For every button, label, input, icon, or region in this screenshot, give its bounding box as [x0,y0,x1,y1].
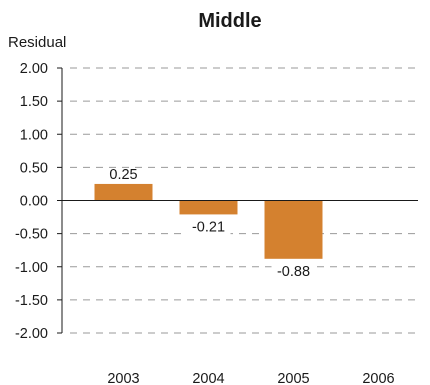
y-tick-label: 2.00 [20,61,48,77]
gridlines [57,67,418,334]
bars [94,183,323,259]
x-tick-label-2005: 2005 [277,371,309,385]
x-tick-label-2004: 2004 [192,371,224,385]
y-tick-label: 0.50 [20,160,48,176]
x-tick-label-2003: 2003 [107,371,139,385]
bar-2005 [264,200,323,259]
data-label-2005: -0.88 [277,264,310,280]
y-tick-label: -2.00 [15,326,48,342]
y-tick-label: 0.00 [20,194,48,210]
bar-2004 [179,200,238,215]
data-label-2004: -0.21 [192,219,225,235]
axes [61,68,418,333]
y-tick-label: -0.50 [15,227,48,243]
y-tick-label: 1.00 [20,127,48,143]
y-tick-label: 1.50 [20,94,48,110]
y-axis-label: Residual [8,34,66,51]
y-tick-label: -1.00 [15,260,48,276]
x-tick-label-2006: 2006 [362,371,394,385]
chart-title: Middle [198,10,261,32]
data-labels: 0.25 -0.21 -0.88 [109,167,316,280]
y-tick-label: -1.50 [15,293,48,309]
x-tick-labels: 2003 2004 2005 2006 [107,371,394,385]
data-label-background [271,261,316,280]
bar-2003 [94,183,153,201]
data-label-background [186,217,231,236]
data-label-2003: 0.25 [109,167,137,183]
y-tick-labels: 2.00 1.50 1.00 0.50 0.00 -0.50 -1.00 -1.50 -2.00 [15,61,48,342]
